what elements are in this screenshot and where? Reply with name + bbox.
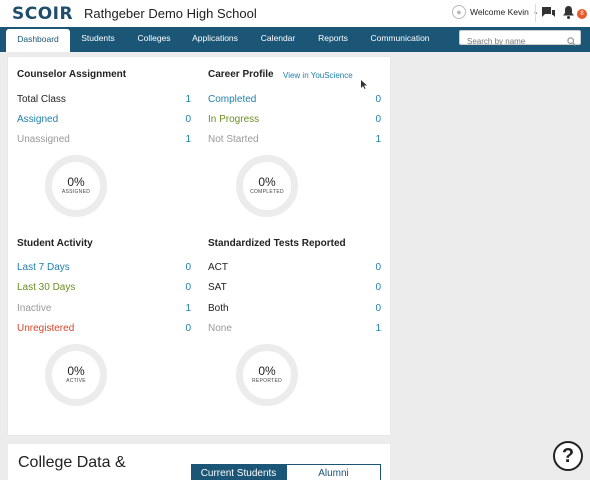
reported-donut: 0% REPORTED [236,344,298,406]
act-value[interactable]: 0 [375,262,381,273]
alumni-toggle[interactable]: Alumni [286,464,381,480]
student-activity-title: Student Activity [17,238,93,249]
none-label: None [208,323,232,334]
completed-percent: 0% [258,175,276,189]
total-class-value[interactable]: 1 [185,94,191,105]
mouse-cursor-icon [361,76,367,94]
tab-communication[interactable]: Communication [370,33,430,43]
both-value[interactable]: 0 [375,303,381,314]
reported-caption: REPORTED [251,378,283,384]
school-name: Rathgeber Demo High School [84,6,257,21]
assigned-percent: 0% [67,175,85,189]
college-data-title: College Data & [18,454,126,471]
career-profile-title: Career Profile [208,69,274,80]
current-students-toggle[interactable]: Current Students [191,464,286,480]
inactive-value[interactable]: 1 [185,303,191,314]
last-7-days-value[interactable]: 0 [185,262,191,273]
main-nav: Dashboard Students Colleges Applications… [0,27,590,52]
completed-donut: 0% COMPLETED [236,155,298,217]
assigned-donut: 0% ASSIGNED [45,155,107,217]
user-menu[interactable]: ● Welcome Kevin ⌄ [452,5,539,19]
tab-calendar[interactable]: Calendar [260,33,296,43]
view-in-youscience-link[interactable]: View in YouScience [283,71,353,80]
search-box [459,30,581,48]
sat-value[interactable]: 0 [375,282,381,293]
tab-students[interactable]: Students [81,33,115,43]
assigned-caption: ASSIGNED [61,189,91,195]
sat-label: SAT [208,282,227,293]
chat-icon[interactable] [542,6,555,24]
scoir-logo[interactable]: SCOIR [12,4,74,24]
completed-caption: COMPLETED [250,189,284,195]
tab-colleges[interactable]: Colleges [137,33,171,43]
question-mark-icon: ? [561,444,575,467]
active-percent: 0% [67,364,85,378]
counselor-assignment-title: Counselor Assignment [17,69,127,80]
last-30-days-label[interactable]: Last 30 Days [17,282,76,293]
unregistered-label[interactable]: Unregistered [17,323,75,334]
completed-value[interactable]: 0 [375,94,381,105]
active-donut: 0% ACTIVE [45,344,107,406]
not-started-label: Not Started [208,134,259,145]
act-label: ACT [208,262,228,273]
tab-dashboard[interactable]: Dashboard [6,29,70,52]
dashboard-card: Counselor Assignment Total Class 1 Assig… [8,57,390,435]
tab-reports[interactable]: Reports [318,33,348,43]
avatar-icon: ● [452,5,466,19]
help-button[interactable]: ? [553,441,583,471]
welcome-text: Welcome Kevin [470,7,529,17]
none-value[interactable]: 1 [375,323,381,334]
reported-percent: 0% [258,364,276,378]
search-input[interactable] [460,35,560,48]
unregistered-value[interactable]: 0 [185,323,191,334]
tab-applications[interactable]: Applications [192,33,238,43]
unassigned-label: Unassigned [17,134,70,145]
unassigned-value[interactable]: 1 [185,134,191,145]
notification-badge: 8 [577,9,587,19]
total-class-label: Total Class [17,94,66,105]
active-caption: ACTIVE [66,378,86,384]
bell-icon[interactable] [563,6,574,24]
assigned-value[interactable]: 0 [185,114,191,125]
assigned-label[interactable]: Assigned [17,114,59,125]
in-progress-value[interactable]: 0 [375,114,381,125]
college-data-card: College Data & Current Students Alumni [8,444,390,480]
inactive-label: Inactive [17,303,52,314]
header-divider [535,4,536,22]
top-bar: SCOIR Rathgeber Demo High School ● Welco… [0,0,590,27]
in-progress-label[interactable]: In Progress [208,114,260,125]
last-30-days-value[interactable]: 0 [185,282,191,293]
not-started-value[interactable]: 1 [375,134,381,145]
search-icon[interactable] [567,33,576,51]
standardized-tests-title: Standardized Tests Reported [208,238,346,249]
both-label: Both [208,303,229,314]
completed-label[interactable]: Completed [208,94,257,105]
last-7-days-label[interactable]: Last 7 Days [17,262,70,273]
